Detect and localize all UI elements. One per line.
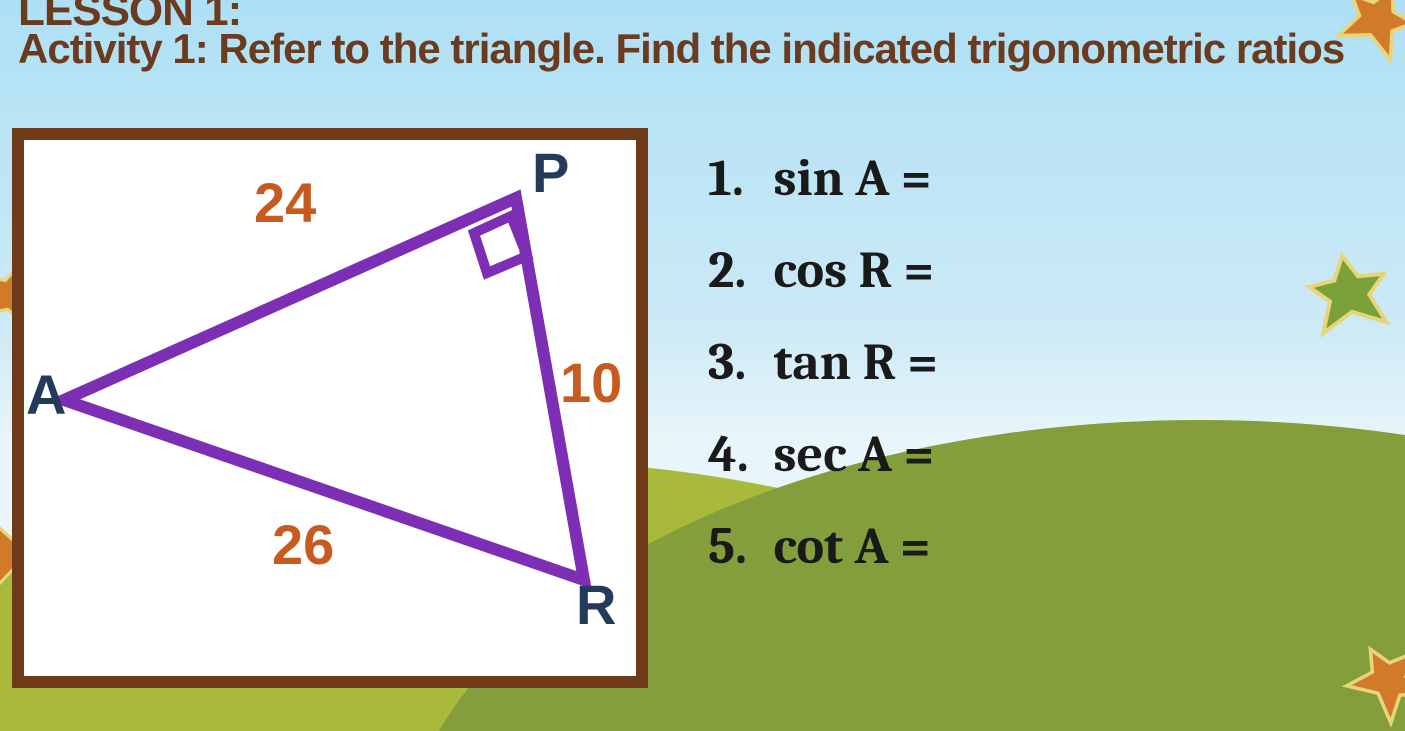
- triangle-svg: [24, 140, 636, 676]
- question-1: 1. sin A =: [708, 148, 938, 208]
- question-number: 2.: [708, 240, 762, 300]
- question-2: 2. cos R =: [708, 240, 938, 300]
- question-expression: sec A =: [773, 424, 934, 484]
- right-angle-marker: [474, 216, 527, 273]
- side-label-pr: 10: [560, 350, 622, 415]
- question-5: 5. cot A =: [708, 516, 938, 576]
- question-expression: sin A =: [773, 148, 931, 208]
- questions-list: 1. sin A = 2. cos R = 3. tan R = 4. sec …: [708, 148, 938, 608]
- vertex-label-r: R: [576, 572, 616, 637]
- question-number: 1.: [708, 148, 762, 208]
- side-label-ar: 26: [272, 512, 334, 577]
- question-number: 3.: [708, 332, 762, 392]
- vertex-label-p: P: [532, 140, 569, 205]
- side-label-ap: 24: [254, 170, 316, 235]
- question-expression: cos R =: [773, 240, 934, 300]
- activity-heading: Activity 1: Refer to the triangle. Find …: [18, 26, 1378, 72]
- question-3: 3. tan R =: [708, 332, 938, 392]
- question-expression: cot A =: [773, 516, 930, 576]
- question-number: 5.: [708, 516, 762, 576]
- leaf-decor-right: [1292, 242, 1405, 358]
- question-expression: tan R =: [773, 332, 938, 392]
- vertex-label-a: A: [26, 362, 66, 427]
- triangle-figure-box: A P R 24 10 26: [12, 128, 648, 688]
- question-number: 4.: [708, 424, 762, 484]
- question-4: 4. sec A =: [708, 424, 938, 484]
